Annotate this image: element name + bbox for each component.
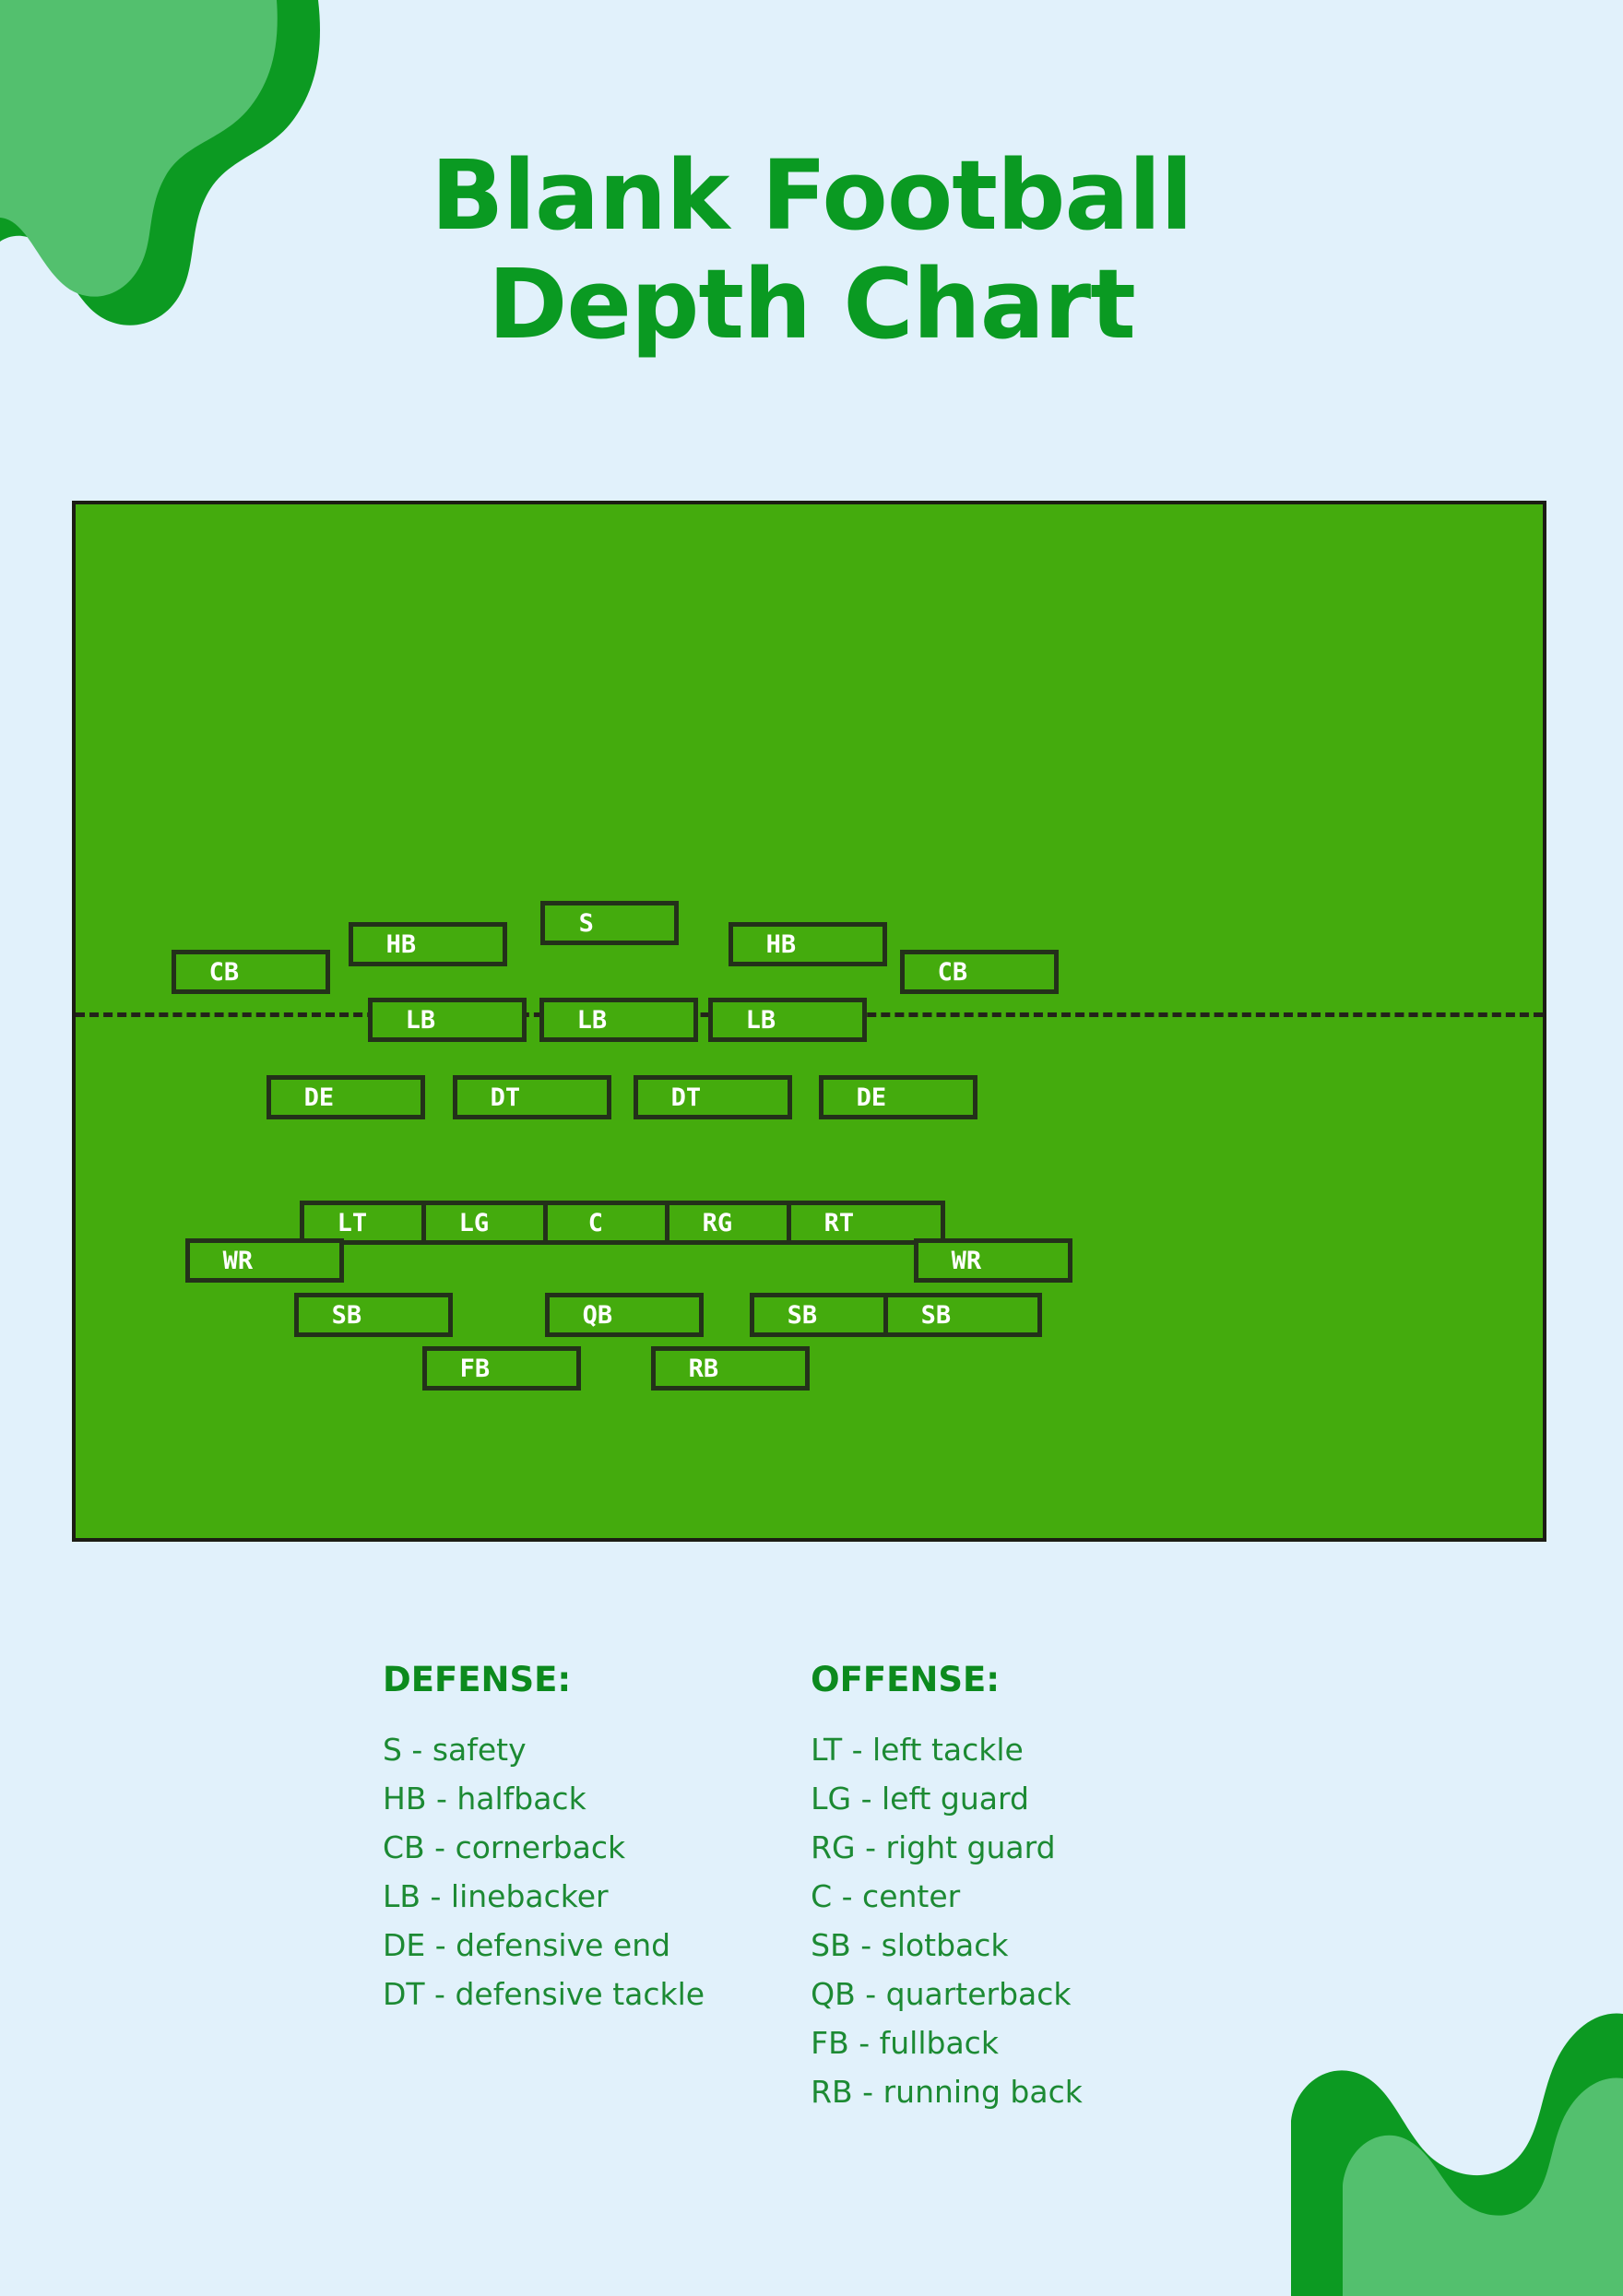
position-box-wr[interactable]: WR: [914, 1238, 1072, 1283]
position-box-dt[interactable]: DT: [453, 1075, 611, 1119]
position-box-lb[interactable]: LB: [368, 998, 527, 1042]
position-box-cb[interactable]: CB: [900, 950, 1059, 994]
position-box-label: CB: [937, 957, 968, 987]
position-box-s[interactable]: S: [540, 901, 679, 945]
position-box-label: LB: [576, 1005, 608, 1035]
position-box-label: SB: [920, 1300, 952, 1330]
football-field: S HB HB CB CB LB LB LB DE DT DT DE LT LG C RG RT WR WR SB QB…: [72, 501, 1546, 1542]
position-box-label: HB: [765, 929, 797, 959]
position-box-label: WR: [222, 1246, 254, 1275]
position-box-dt[interactable]: DT: [634, 1075, 792, 1119]
position-box-sb[interactable]: SB: [750, 1293, 908, 1337]
page-title-line-2: Depth Chart: [488, 248, 1136, 361]
page-title: Blank Football Depth Chart: [0, 148, 1623, 352]
position-box-label: QB: [582, 1300, 613, 1330]
position-box-label: DE: [856, 1083, 887, 1112]
position-box-sb[interactable]: SB: [883, 1293, 1042, 1337]
legend-item: LG - left guard: [811, 1781, 1029, 1817]
position-box-label: HB: [385, 929, 417, 959]
position-box-de[interactable]: DE: [819, 1075, 977, 1119]
position-box-rb[interactable]: RB: [651, 1346, 810, 1391]
position-box-qb[interactable]: QB: [545, 1293, 704, 1337]
legend-item: HB - halfback: [383, 1781, 586, 1817]
legend-item: DT - defensive tackle: [383, 1976, 705, 2012]
legend-heading-offense: OFFENSE:: [811, 1660, 1001, 1699]
position-box-label: LB: [745, 1005, 776, 1035]
position-box-label: LG: [458, 1208, 490, 1237]
legend-item: LT - left tackle: [811, 1732, 1024, 1768]
legend-column-defense: DEFENSE: S - safety HB - halfback CB - cor…: [383, 1660, 705, 2116]
legend-item: C - center: [811, 1878, 961, 1914]
position-box-label: RT: [823, 1208, 855, 1237]
legend-item: FB - fullback: [811, 2025, 999, 2061]
position-box-wr[interactable]: WR: [185, 1238, 344, 1283]
position-box-hb[interactable]: HB: [349, 922, 507, 966]
position-box-label: DE: [303, 1083, 335, 1112]
legend-item: CB - cornerback: [383, 1829, 626, 1865]
position-box-lb[interactable]: LB: [708, 998, 867, 1042]
position-box-label: S: [578, 908, 594, 938]
position-box-label: DT: [490, 1083, 521, 1112]
legend-item: RG - right guard: [811, 1829, 1056, 1865]
position-box-label: SB: [787, 1300, 818, 1330]
position-box-label: SB: [331, 1300, 362, 1330]
position-box-label: LB: [405, 1005, 436, 1035]
page-title-line-1: Blank Football: [431, 139, 1193, 252]
position-box-label: LT: [337, 1208, 368, 1237]
position-box-label: RG: [702, 1208, 733, 1237]
legend-items-offense: LT - left tackle LG - left guard RG - righ…: [811, 1725, 1083, 2116]
legend-item: LB - linebacker: [383, 1878, 609, 1914]
position-box-label: CB: [208, 957, 240, 987]
position-box-hb[interactable]: HB: [729, 922, 887, 966]
position-box-label: C: [587, 1208, 603, 1237]
legend: DEFENSE: S - safety HB - halfback CB - cor…: [0, 1660, 1623, 2116]
position-box-label: DT: [670, 1083, 702, 1112]
position-box-fb[interactable]: FB: [422, 1346, 581, 1391]
position-box-label: WR: [951, 1246, 982, 1275]
legend-heading-defense: DEFENSE:: [383, 1660, 572, 1699]
legend-item: SB - slotback: [811, 1927, 1009, 1963]
legend-item: DE - defensive end: [383, 1927, 671, 1963]
position-box-cb[interactable]: CB: [172, 950, 330, 994]
position-box-rt[interactable]: RT: [787, 1201, 945, 1245]
legend-item: RB - running back: [811, 2074, 1083, 2110]
position-box-label: FB: [459, 1354, 491, 1383]
position-box-lb[interactable]: LB: [539, 998, 698, 1042]
position-box-de[interactable]: DE: [267, 1075, 425, 1119]
legend-items-defense: S - safety HB - halfback CB - cornerback LB…: [383, 1725, 705, 2018]
position-box-sb[interactable]: SB: [294, 1293, 453, 1337]
legend-item: S - safety: [383, 1732, 527, 1768]
legend-item: QB - quarterback: [811, 1976, 1072, 2012]
position-box-label: RB: [688, 1354, 719, 1383]
legend-column-offense: OFFENSE: LT - left tackle LG - left guard…: [811, 1660, 1083, 2116]
